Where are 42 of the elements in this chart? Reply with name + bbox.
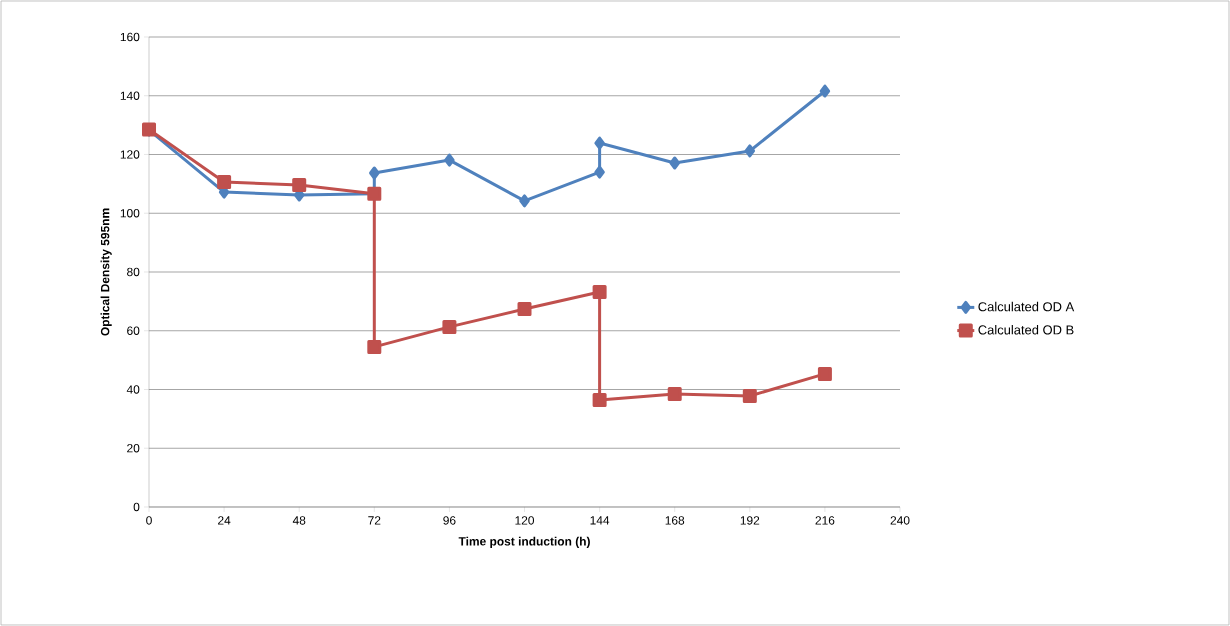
x-tick-label: 96	[443, 516, 456, 525]
y-tick-label: 120	[120, 150, 140, 159]
y-tick-label: 60	[127, 326, 140, 335]
x-tick-label: 24	[218, 516, 231, 525]
x-tick-label: 192	[740, 516, 760, 525]
x-tick-label: 48	[292, 516, 306, 525]
x-tick-label: 0	[146, 516, 152, 525]
point	[819, 84, 831, 98]
y-tick-label: 20	[127, 444, 140, 453]
point	[592, 393, 607, 408]
x-tick-label: 168	[665, 516, 685, 525]
point	[292, 178, 307, 193]
point	[742, 388, 757, 403]
point	[517, 302, 532, 316]
x-axis-title: Time post induction (h)	[458, 536, 590, 548]
x-tick-label: 144	[590, 516, 610, 525]
point	[519, 194, 530, 208]
x-tick-label: 240	[890, 516, 910, 525]
y-tick-label: 40	[126, 385, 140, 394]
x-tick-label: 216	[815, 516, 835, 525]
point	[594, 136, 605, 150]
y-tick-label: 0	[133, 502, 140, 512]
x-tick-label: 120	[515, 516, 535, 525]
point	[442, 319, 457, 334]
point	[669, 156, 680, 170]
point	[817, 366, 832, 381]
y-tick-label: 80	[127, 267, 140, 277]
point	[367, 339, 382, 354]
point	[594, 165, 605, 179]
y-tick-label: 140	[120, 91, 140, 100]
x-tick-label: 72	[368, 516, 381, 525]
point	[369, 166, 380, 180]
point	[444, 153, 455, 167]
point	[592, 284, 607, 299]
legend-label: Calculated OD B	[978, 324, 1074, 335]
y-tick-label: 100	[120, 209, 140, 218]
y-axis-title: Optical Density 595nm	[100, 208, 112, 336]
legend-label: Calculated OD A	[978, 301, 1075, 312]
y-tick-label: 160	[120, 32, 140, 42]
point	[744, 144, 756, 158]
point	[667, 386, 682, 401]
point	[217, 175, 232, 190]
